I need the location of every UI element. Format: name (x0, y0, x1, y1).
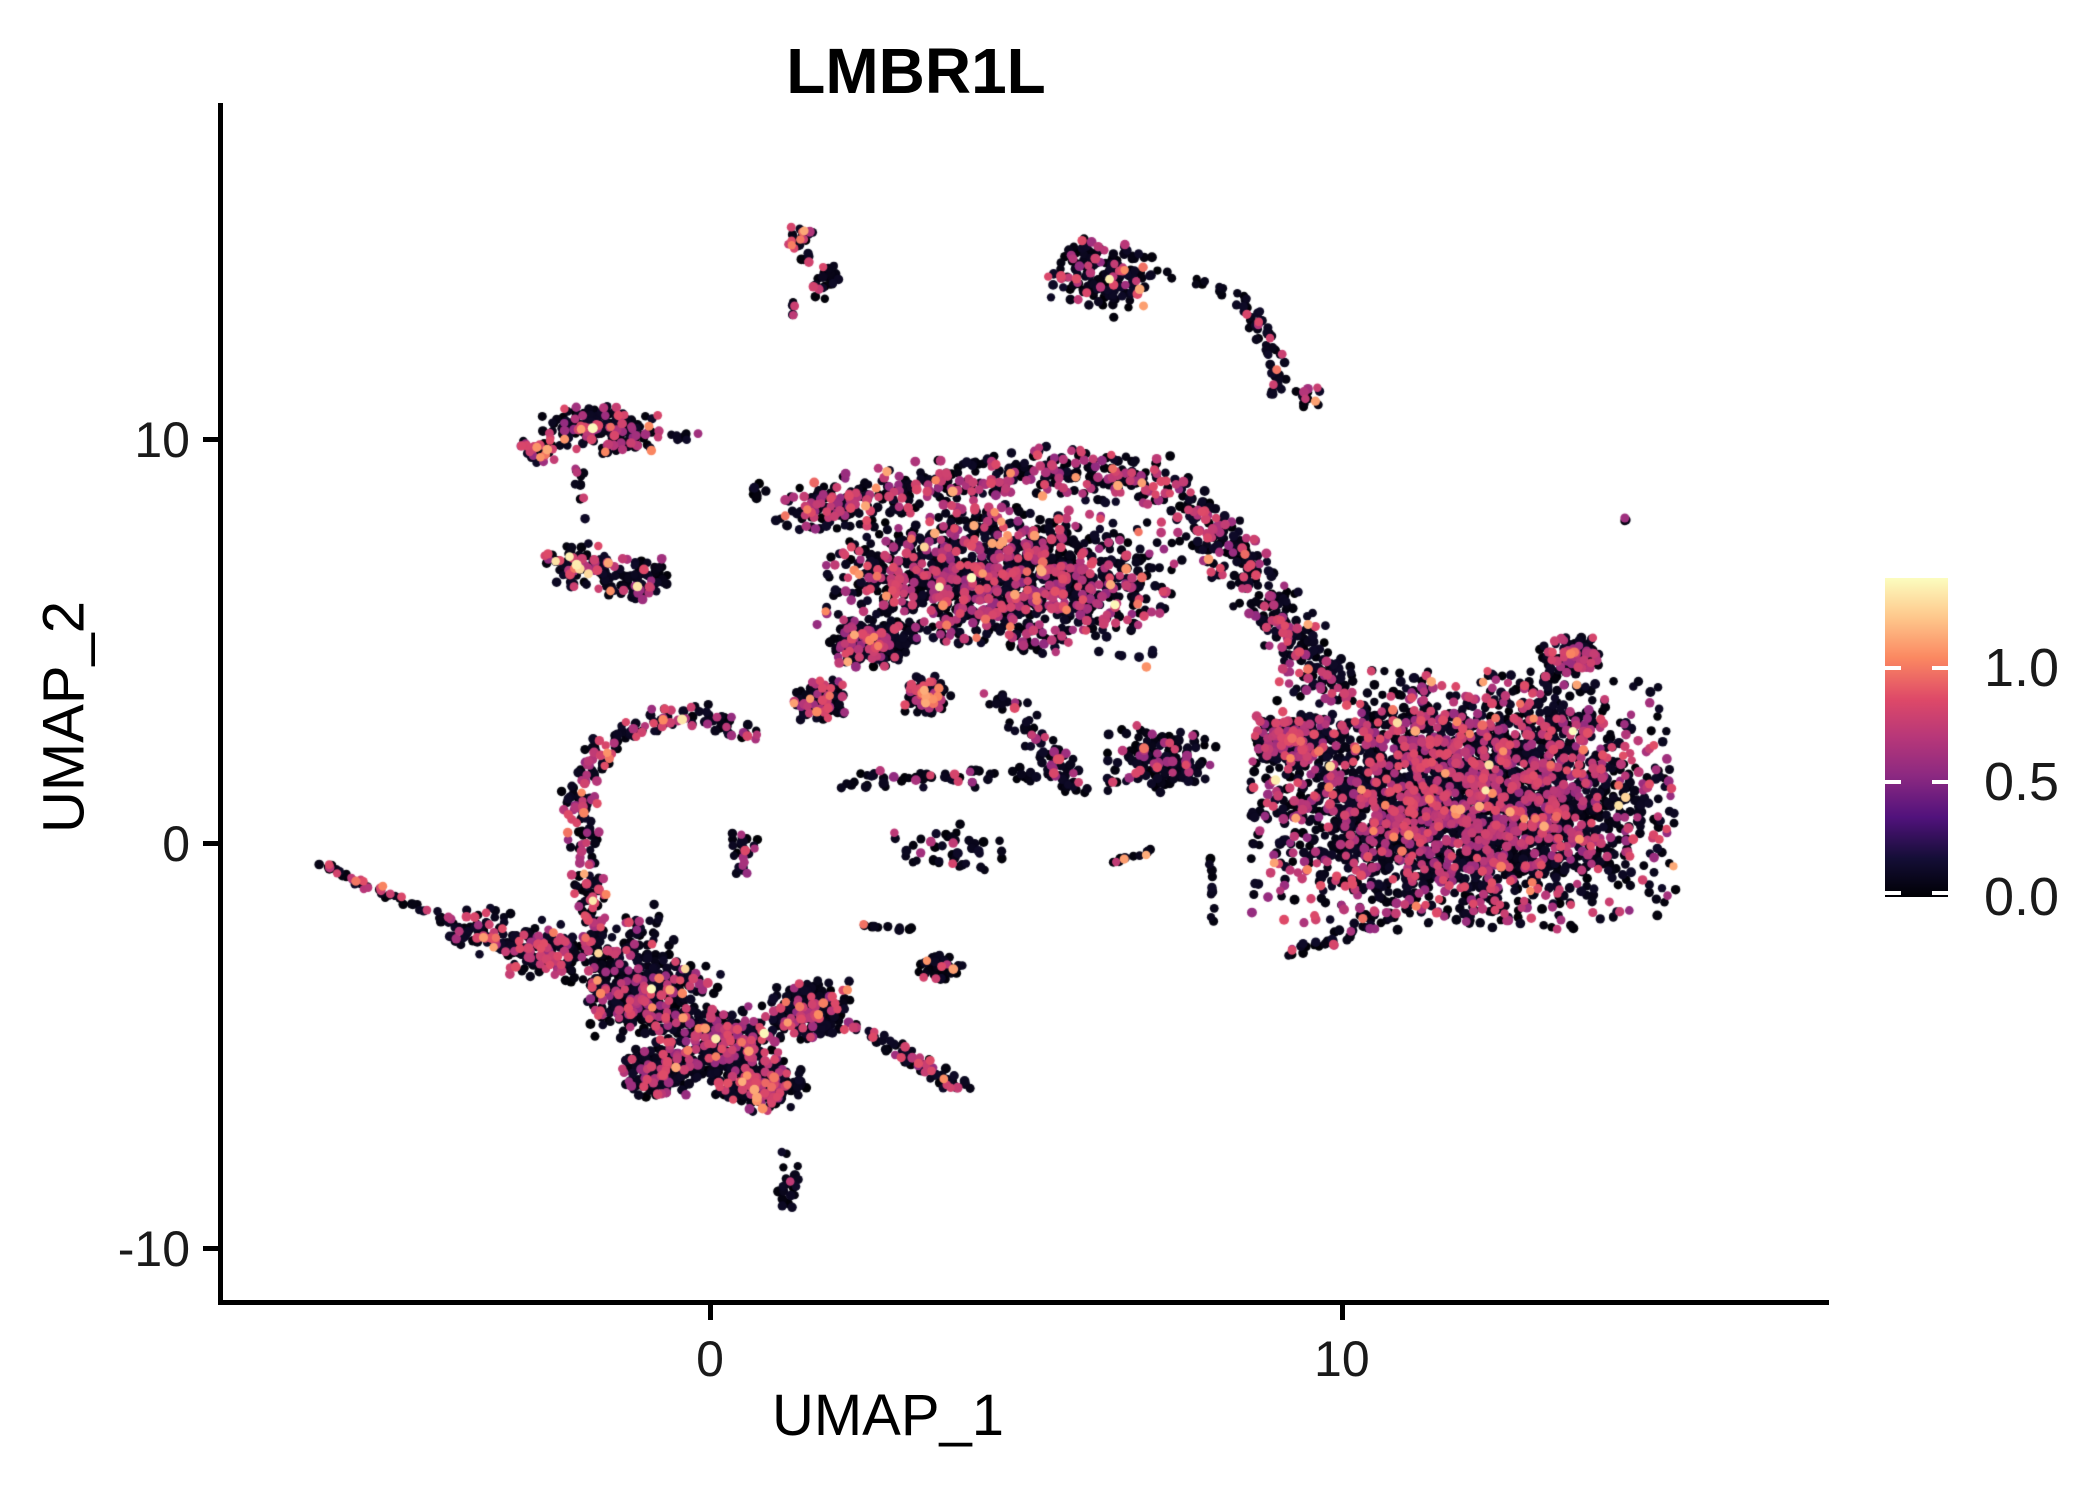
x-tick-mark (708, 1302, 714, 1320)
legend-colorbar (1885, 578, 1948, 897)
chart-title: LMBR1L (786, 35, 1046, 107)
legend-tick-mark (1932, 665, 1948, 670)
legend-tick-label: 1.0 (1984, 637, 2060, 698)
legend-tick-label: 0.0 (1984, 867, 2060, 927)
legend-tick-mark (1885, 891, 1901, 895)
y-tick-label: 0 (162, 816, 190, 873)
legend-tick-mark (1885, 780, 1901, 785)
x-axis-line (218, 1300, 1829, 1305)
y-tick-label: 10 (134, 411, 190, 468)
legend-tick-mark (1932, 780, 1948, 785)
x-tick-mark (1339, 1302, 1345, 1320)
x-axis-title: UMAP_1 (771, 1383, 1005, 1448)
y-tick-label: -10 (117, 1221, 190, 1278)
legend-tick-mark (1885, 665, 1901, 670)
legend-tick-label: 0.5 (1984, 752, 2060, 813)
legend-tick-mark (1932, 891, 1948, 895)
x-tick-label: 10 (1314, 1331, 1370, 1387)
y-tick-mark (203, 436, 221, 442)
y-tick-mark (203, 1246, 221, 1252)
y-axis-line (218, 103, 223, 1305)
y-axis-title: UMAP_2 (31, 600, 97, 834)
y-tick-mark (203, 841, 221, 847)
x-tick-label: 0 (696, 1331, 724, 1387)
